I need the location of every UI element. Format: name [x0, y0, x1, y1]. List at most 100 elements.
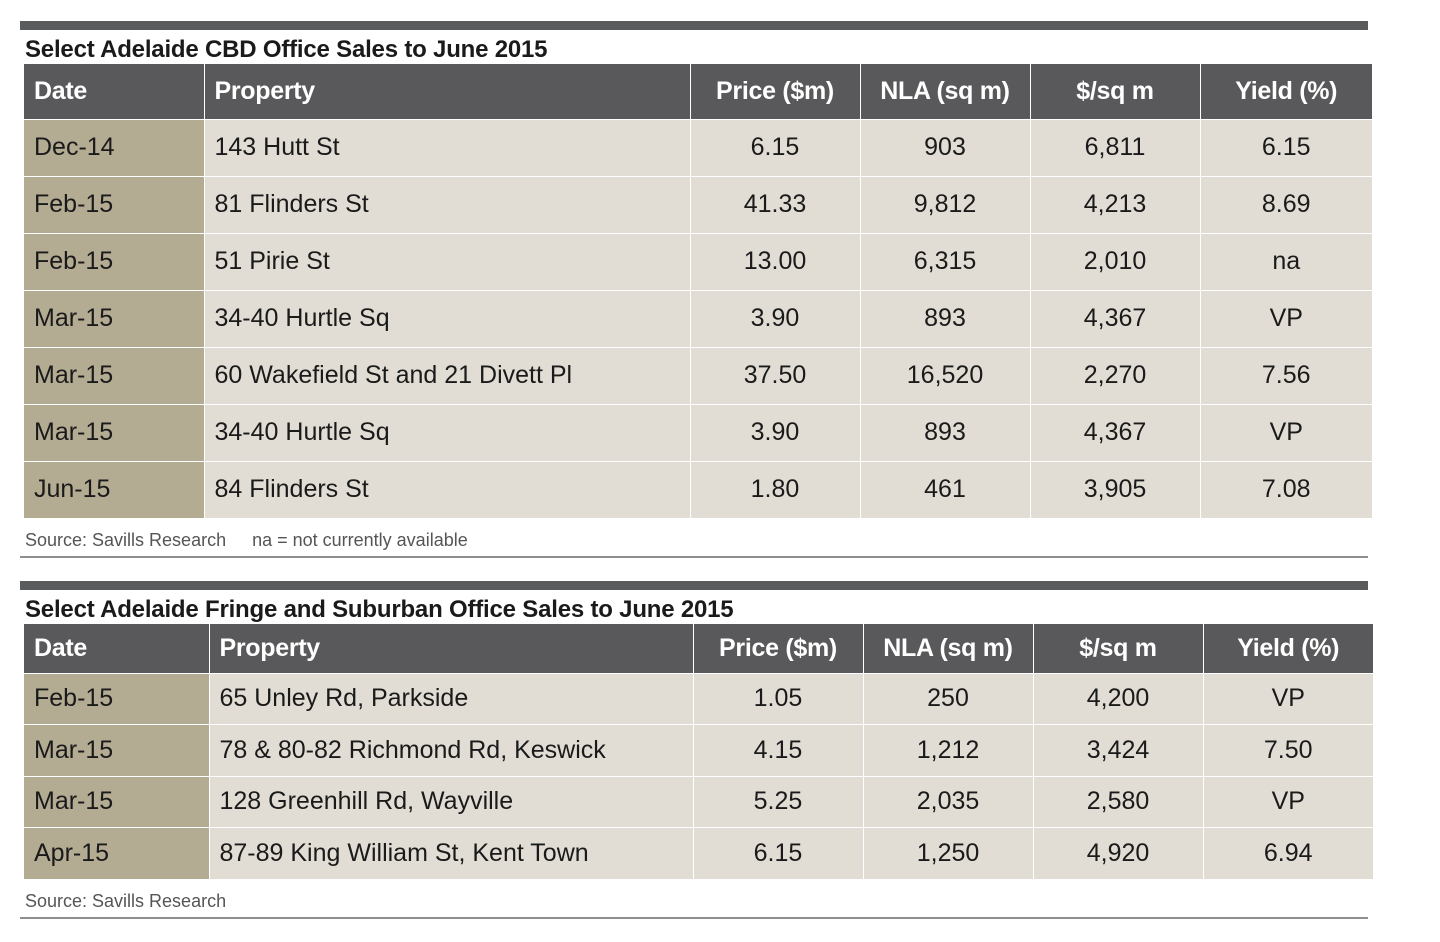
- table-row: Feb-15 65 Unley Rd, Parkside 1.05 250 4,…: [24, 672, 1373, 724]
- price-cell: 3.90: [689, 289, 860, 347]
- price-cell: 6.15: [692, 826, 863, 879]
- date-cell: Mar-15: [24, 289, 204, 347]
- fringe-bottom-rule: [20, 917, 1368, 919]
- cbd-header-date: Date: [24, 64, 204, 119]
- table-row: Mar-15 78 & 80-82 Richmond Rd, Keswick 4…: [24, 723, 1373, 776]
- cbd-na-note: na = not currently available: [252, 530, 468, 550]
- fringe-table-title: Select Adelaide Fringe and Suburban Offi…: [25, 596, 734, 623]
- per-sqm-cell: 6,811: [1029, 118, 1200, 176]
- yield-cell: VP: [1199, 289, 1372, 347]
- property-cell: 34-40 Hurtle Sq: [203, 403, 690, 461]
- yield-cell: VP: [1202, 672, 1373, 724]
- property-cell: 65 Unley Rd, Parkside: [208, 672, 693, 724]
- price-cell: 13.00: [689, 232, 860, 290]
- fringe-sales-section: Select Adelaide Fringe and Suburban Offi…: [20, 581, 1373, 919]
- table-row: Apr-15 87-89 King William St, Kent Town …: [24, 826, 1373, 879]
- per-sqm-cell: 2,580: [1032, 775, 1203, 827]
- table-row: Mar-15 34-40 Hurtle Sq 3.90 893 4,367 VP: [24, 289, 1372, 347]
- per-sqm-cell: 2,010: [1029, 232, 1200, 290]
- nla-cell: 461: [859, 460, 1030, 518]
- yield-cell: VP: [1202, 775, 1373, 827]
- cbd-top-rule: [20, 21, 1368, 30]
- table-row: Mar-15 128 Greenhill Rd, Wayville 5.25 2…: [24, 775, 1373, 827]
- per-sqm-cell: 4,200: [1032, 672, 1203, 724]
- date-cell: Feb-15: [24, 175, 204, 233]
- property-cell: 143 Hutt St: [203, 118, 690, 176]
- fringe-header-nla: NLA (sq m): [862, 624, 1033, 673]
- nla-cell: 903: [859, 118, 1030, 176]
- property-cell: 128 Greenhill Rd, Wayville: [208, 775, 693, 827]
- date-cell: Feb-15: [24, 232, 204, 290]
- fringe-header-property: Property: [208, 624, 693, 673]
- date-cell: Mar-15: [24, 775, 209, 827]
- property-cell: 81 Flinders St: [203, 175, 690, 233]
- per-sqm-cell: 2,270: [1029, 346, 1200, 404]
- date-cell: Mar-15: [24, 403, 204, 461]
- price-cell: 1.80: [689, 460, 860, 518]
- property-cell: 84 Flinders St: [203, 460, 690, 518]
- cbd-bottom-rule: [20, 556, 1368, 558]
- property-cell: 51 Pirie St: [203, 232, 690, 290]
- yield-cell: 7.08: [1199, 460, 1372, 518]
- per-sqm-cell: 4,367: [1029, 403, 1200, 461]
- per-sqm-cell: 3,905: [1029, 460, 1200, 518]
- nla-cell: 893: [859, 289, 1030, 347]
- price-cell: 4.15: [692, 723, 863, 776]
- yield-cell: 6.15: [1199, 118, 1372, 176]
- price-cell: 5.25: [692, 775, 863, 827]
- property-cell: 60 Wakefield St and 21 Divett Pl: [203, 346, 690, 404]
- fringe-header-row: Date Property Price ($m) NLA (sq m) $/sq…: [24, 624, 1373, 673]
- cbd-header-nla: NLA (sq m): [859, 64, 1030, 119]
- yield-cell: VP: [1199, 403, 1372, 461]
- property-cell: 78 & 80-82 Richmond Rd, Keswick: [208, 723, 693, 776]
- cbd-header-per-sqm: $/sq m: [1029, 64, 1200, 119]
- fringe-top-rule: [20, 581, 1368, 590]
- date-cell: Dec-14: [24, 118, 204, 176]
- cbd-footnote: Source: Savills Research na = not current…: [25, 530, 1373, 550]
- fringe-header-date: Date: [24, 624, 209, 673]
- nla-cell: 250: [862, 672, 1033, 724]
- nla-cell: 1,212: [862, 723, 1033, 776]
- yield-cell: 6.94: [1202, 826, 1373, 879]
- table-row: Mar-15 34-40 Hurtle Sq 3.90 893 4,367 VP: [24, 403, 1372, 461]
- fringe-sales-table: Date Property Price ($m) NLA (sq m) $/sq…: [24, 624, 1373, 879]
- per-sqm-cell: 4,367: [1029, 289, 1200, 347]
- nla-cell: 9,812: [859, 175, 1030, 233]
- price-cell: 41.33: [689, 175, 860, 233]
- date-cell: Jun-15: [24, 460, 204, 518]
- price-cell: 37.50: [689, 346, 860, 404]
- date-cell: Mar-15: [24, 346, 204, 404]
- price-cell: 6.15: [689, 118, 860, 176]
- fringe-footnote: Source: Savills Research: [25, 891, 1373, 911]
- price-cell: 1.05: [692, 672, 863, 724]
- table-row: Feb-15 51 Pirie St 13.00 6,315 2,010 na: [24, 232, 1372, 290]
- yield-cell: na: [1199, 232, 1372, 290]
- cbd-sales-section: Select Adelaide CBD Office Sales to June…: [20, 21, 1373, 558]
- date-cell: Mar-15: [24, 723, 209, 776]
- cbd-header-yield: Yield (%): [1199, 64, 1372, 119]
- table-row: Mar-15 60 Wakefield St and 21 Divett Pl …: [24, 346, 1372, 404]
- yield-cell: 8.69: [1199, 175, 1372, 233]
- property-cell: 87-89 King William St, Kent Town: [208, 826, 693, 879]
- per-sqm-cell: 4,213: [1029, 175, 1200, 233]
- nla-cell: 16,520: [859, 346, 1030, 404]
- per-sqm-cell: 3,424: [1032, 723, 1203, 776]
- yield-cell: 7.56: [1199, 346, 1372, 404]
- table-row: Dec-14 143 Hutt St 6.15 903 6,811 6.15: [24, 118, 1372, 176]
- nla-cell: 893: [859, 403, 1030, 461]
- table-row: Feb-15 81 Flinders St 41.33 9,812 4,213 …: [24, 175, 1372, 233]
- fringe-source-text: Source: Savills Research: [25, 891, 227, 911]
- fringe-header-per-sqm: $/sq m: [1032, 624, 1203, 673]
- nla-cell: 6,315: [859, 232, 1030, 290]
- per-sqm-cell: 4,920: [1032, 826, 1203, 879]
- price-cell: 3.90: [689, 403, 860, 461]
- fringe-header-price: Price ($m): [692, 624, 863, 673]
- fringe-header-yield: Yield (%): [1202, 624, 1373, 673]
- cbd-table-title: Select Adelaide CBD Office Sales to June…: [25, 36, 548, 63]
- date-cell: Feb-15: [24, 672, 209, 724]
- date-cell: Apr-15: [24, 826, 209, 879]
- cbd-source-text: Source: Savills Research: [25, 530, 227, 550]
- cbd-header-row: Date Property Price ($m) NLA (sq m) $/sq…: [24, 64, 1372, 119]
- cbd-header-property: Property: [203, 64, 690, 119]
- cbd-sales-table: Date Property Price ($m) NLA (sq m) $/sq…: [24, 64, 1372, 518]
